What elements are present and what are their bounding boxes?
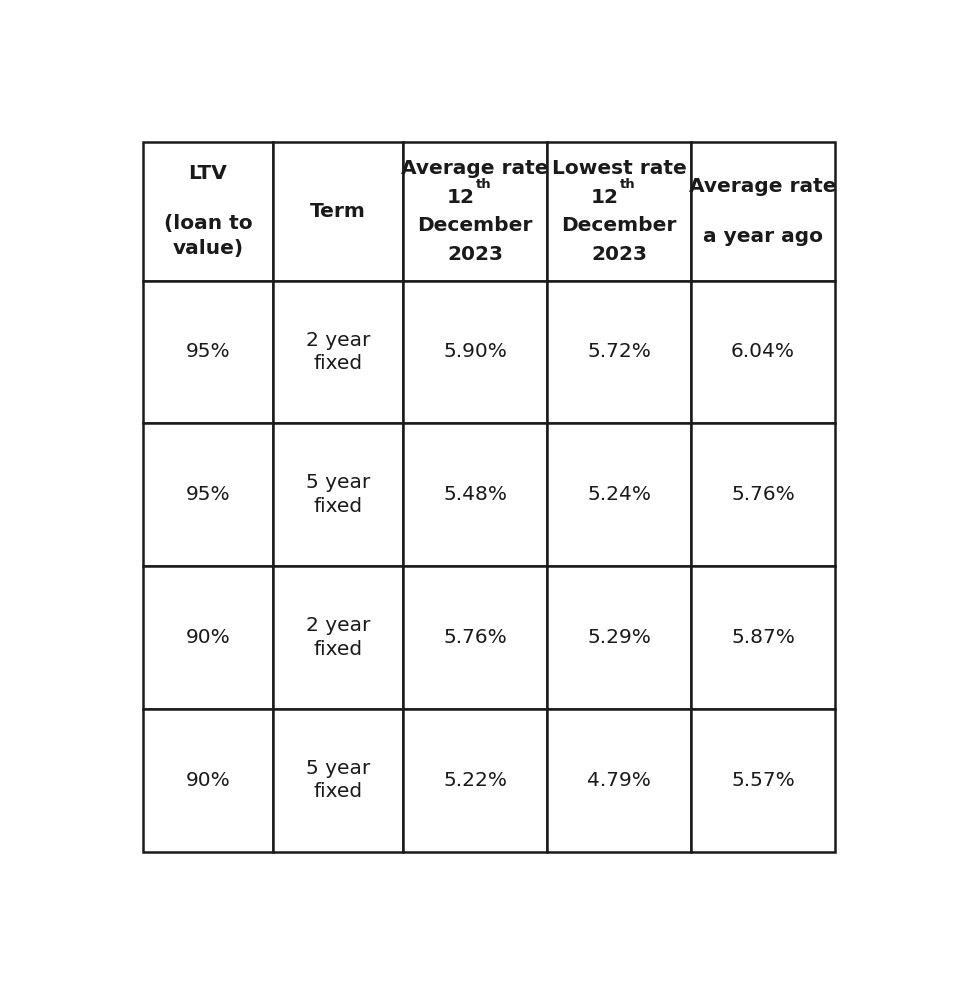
- Text: 5.24%: 5.24%: [586, 485, 650, 504]
- Text: Average rate: Average rate: [401, 158, 548, 178]
- Text: Average rate

a year ago: Average rate a year ago: [688, 177, 836, 246]
- Bar: [143, 566, 273, 708]
- Text: Term: Term: [310, 202, 366, 221]
- Text: 95%: 95%: [186, 342, 230, 361]
- Bar: [273, 280, 403, 423]
- Text: Lowest rate: Lowest rate: [551, 158, 685, 178]
- Text: 5.87%: 5.87%: [730, 628, 794, 646]
- Bar: [690, 143, 834, 280]
- Bar: [546, 708, 690, 851]
- Text: December: December: [560, 216, 676, 235]
- Bar: [273, 143, 403, 280]
- Text: 5.22%: 5.22%: [442, 770, 507, 789]
- Bar: [273, 708, 403, 851]
- Text: 5.48%: 5.48%: [442, 485, 507, 504]
- Bar: [273, 566, 403, 708]
- Bar: [403, 280, 546, 423]
- Text: 2 year
fixed: 2 year fixed: [306, 616, 370, 658]
- Bar: [690, 280, 834, 423]
- Text: 12: 12: [591, 188, 618, 207]
- Bar: [403, 566, 546, 708]
- Text: 90%: 90%: [186, 628, 230, 646]
- Text: th: th: [619, 178, 635, 192]
- Text: th: th: [476, 178, 491, 192]
- Text: 5.76%: 5.76%: [443, 628, 506, 646]
- Text: 2023: 2023: [447, 245, 502, 264]
- Bar: [403, 708, 546, 851]
- Bar: [690, 566, 834, 708]
- Bar: [143, 280, 273, 423]
- Text: 2 year
fixed: 2 year fixed: [306, 331, 370, 373]
- Bar: [273, 423, 403, 566]
- Text: December: December: [417, 216, 532, 235]
- Bar: [690, 423, 834, 566]
- Text: 12: 12: [447, 188, 475, 207]
- Bar: [143, 423, 273, 566]
- Bar: [403, 143, 546, 280]
- Text: 4.79%: 4.79%: [586, 770, 650, 789]
- Text: 5.72%: 5.72%: [586, 342, 650, 361]
- Bar: [403, 423, 546, 566]
- Bar: [546, 566, 690, 708]
- Bar: [546, 143, 690, 280]
- Bar: [690, 708, 834, 851]
- Text: 2023: 2023: [591, 245, 646, 264]
- Text: 5.57%: 5.57%: [730, 770, 794, 789]
- Bar: [143, 143, 273, 280]
- Text: LTV

(loan to
value): LTV (loan to value): [164, 164, 252, 259]
- Bar: [546, 280, 690, 423]
- Text: 5.76%: 5.76%: [730, 485, 794, 504]
- Text: 5 year
fixed: 5 year fixed: [306, 473, 370, 516]
- Text: 5.29%: 5.29%: [586, 628, 650, 646]
- Bar: [143, 708, 273, 851]
- Text: 5.90%: 5.90%: [443, 342, 506, 361]
- Text: 5 year
fixed: 5 year fixed: [306, 759, 370, 801]
- Text: 95%: 95%: [186, 485, 230, 504]
- Text: 90%: 90%: [186, 770, 230, 789]
- Bar: [546, 423, 690, 566]
- Text: 6.04%: 6.04%: [730, 342, 794, 361]
